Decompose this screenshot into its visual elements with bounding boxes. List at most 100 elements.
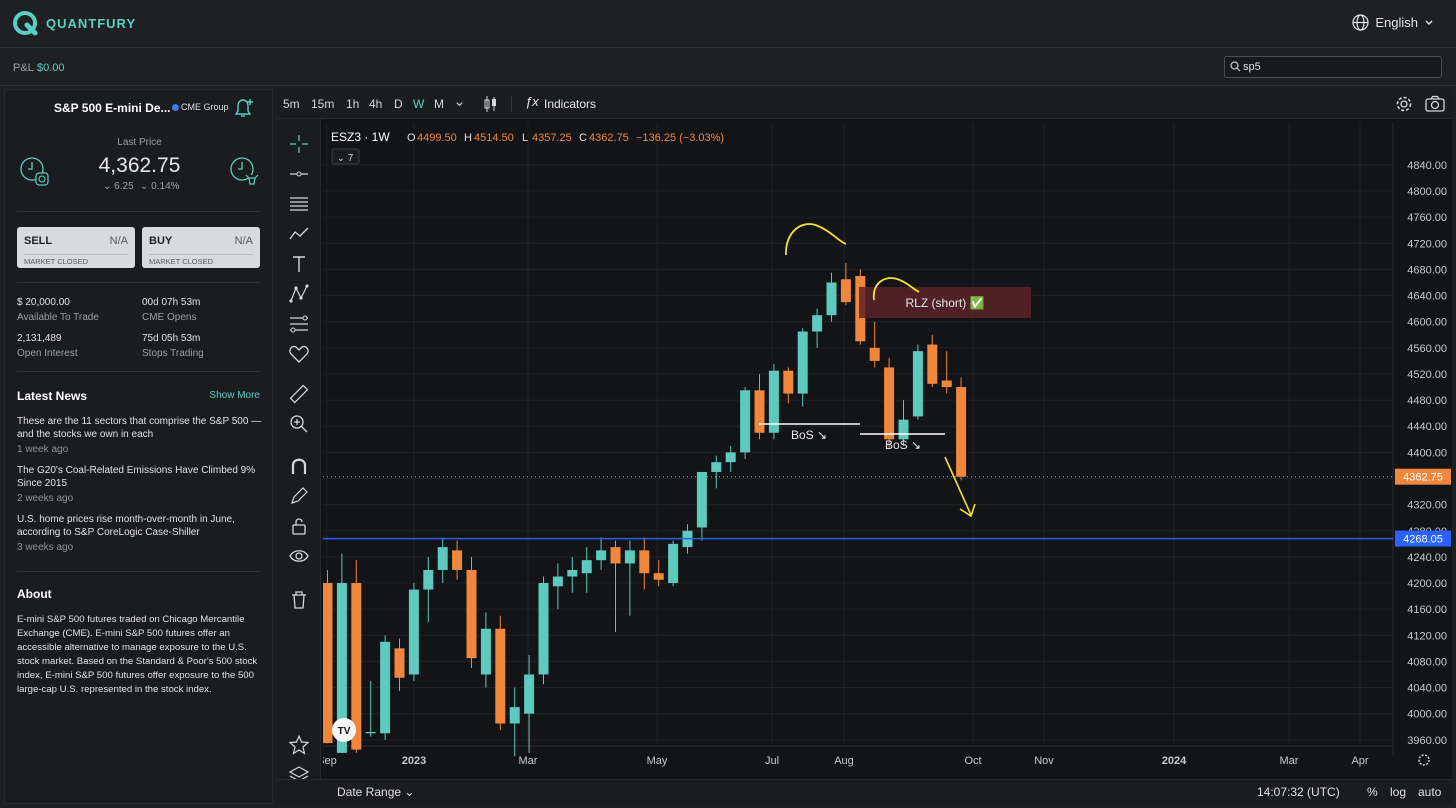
timeframe-d[interactable]: D	[394, 97, 403, 111]
timeframe-m[interactable]: M	[434, 97, 444, 111]
lock-icon[interactable]	[288, 515, 310, 537]
pattern-icon[interactable]	[288, 283, 310, 305]
drawing-tools-sidebar	[277, 119, 321, 782]
horizontal-lines-icon[interactable]	[288, 193, 310, 215]
candle	[365, 681, 376, 737]
candle	[754, 373, 765, 440]
candle-body	[740, 390, 751, 453]
hand-drawn-curve	[785, 223, 847, 256]
log-scale-toggle[interactable]: log	[1390, 785, 1407, 799]
eye-icon[interactable]	[288, 545, 310, 567]
chevron-down-icon[interactable]	[455, 100, 464, 109]
x-axis-tick-label: 2023	[402, 755, 426, 767]
y-axis-tick-label: 4160.00	[1407, 604, 1447, 616]
news-headline[interactable]: U.S. home prices rise month-over-month i…	[17, 514, 235, 538]
candle	[740, 387, 751, 459]
legend-ohlc-label: L	[522, 132, 528, 144]
bos-label: BoS ↘	[885, 438, 921, 452]
legend-symbol: ESZ3 · 1W	[331, 130, 390, 144]
legend-ohlc-value: 4357.25	[532, 132, 572, 144]
percent-scale-toggle[interactable]: %	[1367, 785, 1378, 799]
price-change-abs: ⌄ 6.25	[103, 181, 134, 192]
candle-body	[567, 569, 578, 577]
language-selector[interactable]: English	[1352, 14, 1434, 31]
candle	[956, 377, 967, 481]
x-axis-tick-label: Aug	[834, 755, 854, 767]
candle-body	[898, 419, 909, 440]
auto-scale-toggle[interactable]: auto	[1418, 785, 1442, 799]
news-headline[interactable]: These are the 11 sectors that comprise t…	[17, 416, 262, 440]
candle	[423, 556, 434, 623]
date-range-button[interactable]: Date Range ⌄	[337, 785, 415, 799]
trash-icon[interactable]	[288, 589, 310, 611]
candle-body	[596, 550, 607, 561]
candle	[610, 540, 621, 633]
y-axis-tick-label: 4640.00	[1407, 291, 1447, 303]
price-chart[interactable]: 3960.00 4000.00 4040.00 4080.00 4120.00 4160.…	[323, 123, 1452, 777]
timeframe-4h[interactable]: 4h	[369, 97, 383, 111]
camera-icon[interactable]	[1425, 95, 1445, 113]
open-interest-label: Open Interest	[17, 348, 78, 359]
last-price-label: Last Price	[117, 137, 162, 148]
search-input[interactable]	[1243, 59, 1433, 75]
candle-body	[668, 543, 679, 584]
path-icon[interactable]	[288, 223, 310, 245]
divider	[17, 211, 260, 212]
candle	[323, 569, 333, 744]
indicators-button[interactable]: Indicators	[544, 97, 597, 111]
trend-line-icon[interactable]	[288, 163, 310, 185]
candle-body	[380, 641, 391, 734]
show-more-link[interactable]: Show More	[209, 390, 260, 401]
crosshair-icon[interactable]	[288, 133, 310, 155]
exchange-badge: CME Group	[172, 102, 229, 112]
ruler-icon[interactable]	[288, 383, 310, 405]
price-alert-bell-icon[interactable]	[231, 96, 255, 120]
candle-body	[480, 628, 491, 675]
candlestick-type-icon[interactable]	[483, 95, 499, 113]
candle	[495, 615, 506, 731]
fib-retracement-icon[interactable]	[288, 313, 310, 335]
sell-button[interactable]: SELL N/A MARKET CLOSED	[17, 227, 135, 268]
y-axis-tick-label: 4080.00	[1407, 656, 1447, 668]
star-icon[interactable]	[288, 734, 310, 756]
sell-status: MARKET CLOSED	[24, 254, 128, 266]
timeframe-1h[interactable]: 1h	[346, 97, 360, 111]
buy-button[interactable]: BUY N/A MARKET CLOSED	[142, 227, 260, 268]
y-axis-tick-label: 4520.00	[1407, 369, 1447, 381]
heart-icon[interactable]	[288, 343, 310, 365]
candle	[452, 540, 463, 580]
settings-gear-icon[interactable]	[1395, 95, 1413, 113]
magnet-icon[interactable]	[288, 455, 310, 477]
candle	[480, 612, 491, 688]
text-icon[interactable]	[288, 253, 310, 275]
fx-icon[interactable]: ƒx	[525, 94, 539, 109]
search-box[interactable]	[1224, 56, 1442, 78]
candle	[884, 357, 895, 450]
bull-clock-icon[interactable]	[229, 156, 261, 188]
quantfury-logo-icon[interactable]	[13, 11, 39, 37]
news-headline[interactable]: The G20's Coal-Related Emissions Have Cl…	[17, 465, 256, 489]
news-date: 2 weeks ago	[17, 493, 74, 504]
y-axis-tick-label: 4680.00	[1407, 264, 1447, 276]
timeframe-15m[interactable]: 15m	[311, 97, 335, 111]
timeframe-w[interactable]: W	[413, 97, 425, 111]
candle-body	[524, 674, 535, 714]
candle-body	[696, 471, 707, 528]
bear-clock-icon[interactable]	[19, 156, 51, 188]
y-axis-tick-label: 4040.00	[1407, 683, 1447, 695]
timeframe-5m[interactable]: 5m	[283, 97, 300, 111]
current-price-tag	[1395, 468, 1451, 485]
horizontal-level-tag	[1395, 530, 1451, 547]
candle-body	[927, 344, 938, 384]
rlz-zone-label: RLZ (short) ✅	[906, 296, 985, 310]
search-icon	[1230, 61, 1241, 72]
y-axis-tick-label: 4560.00	[1407, 343, 1447, 355]
cme-opens-value: 00d 07h 53m	[142, 297, 201, 308]
cme-logo-icon	[172, 103, 179, 111]
candle-body	[581, 560, 592, 574]
draw-lock-pencil-icon[interactable]	[288, 485, 310, 507]
legend-ohlc-value: 4499.50	[417, 132, 457, 144]
zoom-in-icon[interactable]	[288, 413, 310, 435]
toolbar-divider	[511, 96, 512, 112]
globe-icon	[1352, 14, 1369, 31]
